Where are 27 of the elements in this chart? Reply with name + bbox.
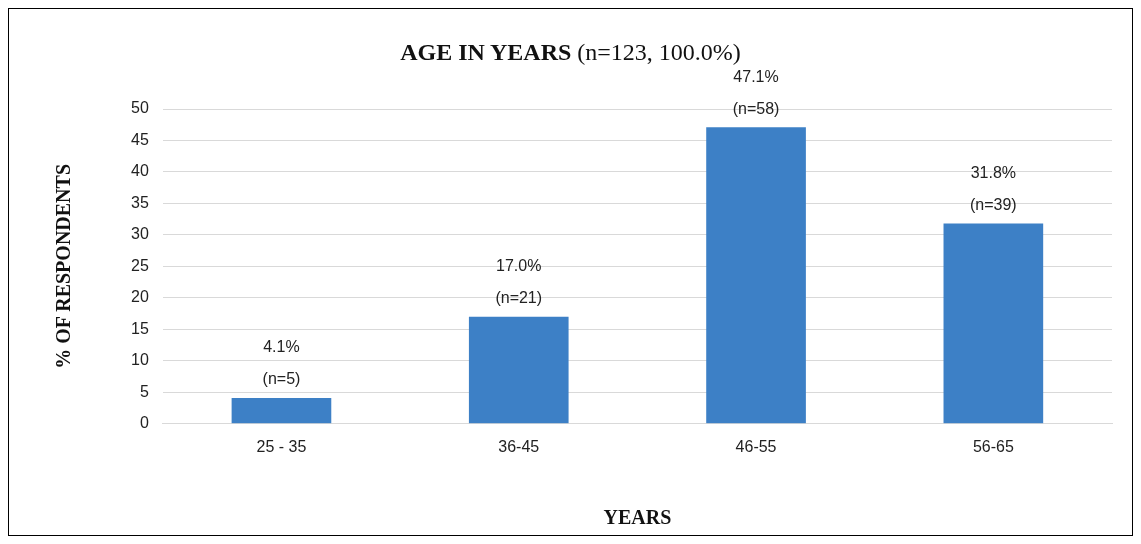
x-tick-label: 56-65: [972, 437, 1014, 455]
data-label: 31.8% (n=39): [970, 163, 1017, 213]
y-tick-label: 15: [131, 319, 149, 337]
y-tick-label: 10: [131, 351, 149, 369]
y-tick-label: 25: [131, 256, 149, 274]
y-tick-label: 20: [131, 288, 149, 306]
y-tick-label: 0: [139, 414, 149, 432]
x-tick-label: 46-55: [735, 437, 777, 455]
chart-subtitle: (n=123, 100.0%): [577, 39, 741, 65]
x-tick-label: 36-45: [498, 437, 540, 455]
bar: [943, 223, 1044, 424]
y-tick-label: 45: [131, 130, 149, 148]
y-axis-title: % OF RESPONDENTS: [52, 163, 75, 369]
data-label: 47.1% (n=58): [732, 67, 780, 117]
y-tick-label: 50: [131, 99, 149, 117]
data-label: 17.0% (n=21): [495, 257, 543, 307]
y-tick-label: 40: [131, 162, 149, 180]
bar: [468, 316, 569, 424]
y-tick-label: 30: [131, 225, 149, 243]
y-tick-label: 5: [139, 382, 149, 400]
bar: [706, 127, 806, 424]
chart-title: AGE IN YEARS: [400, 39, 572, 65]
y-tick-label: 35: [131, 193, 149, 211]
x-tick-label: 25 - 35: [256, 437, 307, 455]
data-label: 4.1% (n=5): [262, 338, 301, 388]
bar: [231, 397, 332, 424]
x-axis-title: YEARS: [603, 506, 672, 529]
